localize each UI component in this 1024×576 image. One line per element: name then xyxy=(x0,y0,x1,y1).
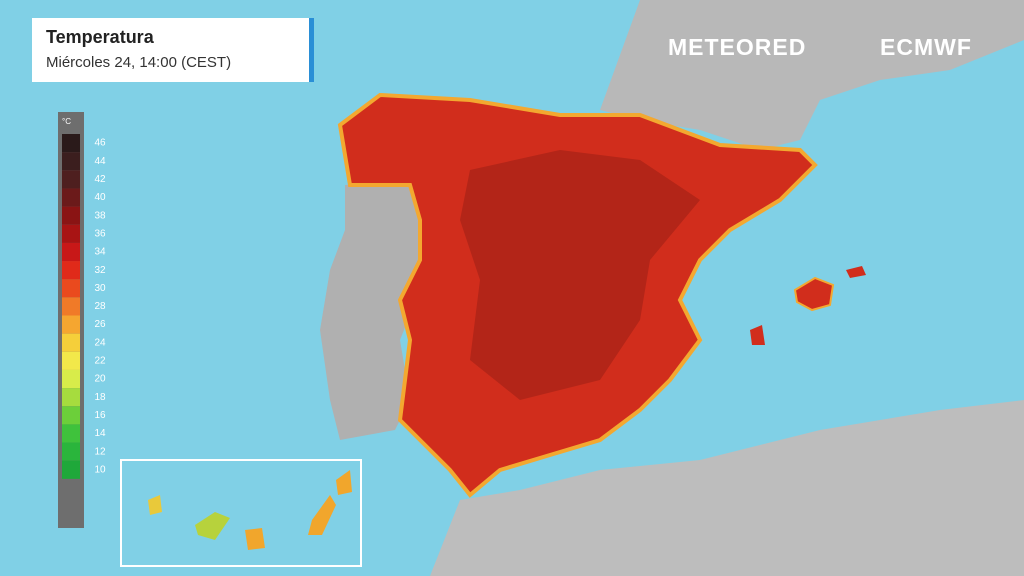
legend-tick-label: 38 xyxy=(94,210,106,221)
subtitle: Miércoles 24, 14:00 (CEST) xyxy=(46,54,232,71)
legend-tick-label: 20 xyxy=(94,374,106,385)
canary-islands xyxy=(336,470,352,495)
ibiza xyxy=(750,325,765,345)
legend-tick-label: 36 xyxy=(94,228,106,239)
legend-tick-label: 46 xyxy=(94,138,106,149)
canary-islands xyxy=(148,495,162,515)
legend-unit: °C xyxy=(62,117,71,126)
legend-swatch xyxy=(62,460,80,479)
africa xyxy=(430,400,1024,576)
brand-ecmwf: ECMWF xyxy=(880,34,972,60)
legend-swatch xyxy=(62,261,80,280)
legend-swatch xyxy=(62,406,80,425)
canary-inset xyxy=(120,459,362,567)
canary-islands xyxy=(308,495,336,535)
header-card: Temperatura Miércoles 24, 14:00 (CEST) xyxy=(32,18,314,82)
legend-tick-label: 26 xyxy=(94,319,106,330)
legend-tick-label: 32 xyxy=(94,265,106,276)
legend-swatch xyxy=(62,297,80,316)
legend-swatch xyxy=(62,333,80,352)
legend-swatch xyxy=(62,134,80,153)
legend-swatch xyxy=(62,442,80,461)
portugal xyxy=(320,180,430,440)
menorca xyxy=(846,266,866,278)
legend-swatch xyxy=(62,315,80,334)
legend-tick-label: 30 xyxy=(94,283,106,294)
legend-tick-label: 34 xyxy=(94,247,106,258)
mallorca xyxy=(793,276,835,312)
spain-interior xyxy=(460,150,700,400)
legend-swatch xyxy=(62,369,80,389)
legend-tick-label: 14 xyxy=(94,428,106,439)
legend-tick-label: 12 xyxy=(94,446,106,457)
canary-islands xyxy=(195,512,230,540)
legend-swatch xyxy=(62,424,80,443)
legend-tick-label: 24 xyxy=(94,337,106,348)
legend-swatch xyxy=(62,188,80,207)
legend-tick-label: 28 xyxy=(94,301,106,312)
france xyxy=(600,0,1024,150)
brand-meteored: METEORED xyxy=(668,34,807,60)
canary-islands xyxy=(245,528,265,550)
legend-swatch xyxy=(62,170,80,189)
legend-tick-label: 10 xyxy=(94,464,106,475)
legend-tick-label: 18 xyxy=(94,392,106,403)
legend-tick-label: 42 xyxy=(94,174,106,185)
legend-swatch xyxy=(62,206,80,225)
legend-swatch xyxy=(62,152,80,171)
legend-tick-label: 40 xyxy=(94,192,106,203)
legend-swatch xyxy=(62,388,80,407)
legend-swatch xyxy=(62,351,80,370)
legend-tick-label: 16 xyxy=(94,410,106,421)
title: Temperatura xyxy=(46,27,154,47)
legend-tick-label: 22 xyxy=(94,356,106,367)
legend-swatch xyxy=(62,242,80,262)
legend-swatch xyxy=(62,224,80,243)
legend-tick-label: 44 xyxy=(94,156,106,167)
legend-swatch xyxy=(62,279,80,298)
